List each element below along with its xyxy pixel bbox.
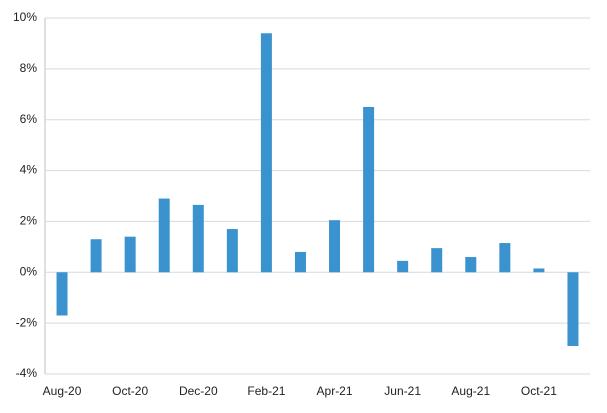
y-tick-label: -2% [16, 315, 38, 329]
y-tick-label: 8% [20, 61, 38, 75]
bar [226, 229, 238, 273]
bar [56, 272, 68, 316]
x-tick-label: Jun-21 [384, 384, 421, 398]
y-tick-label: -4% [16, 366, 38, 380]
x-tick-label: Dec-20 [179, 384, 218, 398]
bar [465, 257, 477, 273]
bar [124, 236, 136, 273]
y-tick-label: 10% [13, 10, 37, 24]
bar [567, 272, 579, 347]
bar [329, 220, 341, 273]
y-tick-label: 0% [20, 264, 38, 278]
y-tick-label: 2% [20, 214, 38, 228]
x-tick-label: Oct-20 [112, 384, 148, 398]
x-tick-label: Apr-21 [317, 384, 353, 398]
x-tick-label: Feb-21 [247, 384, 285, 398]
x-tick-label: Aug-20 [43, 384, 82, 398]
bar [533, 268, 545, 273]
x-tick-label: Aug-21 [451, 384, 490, 398]
bar [431, 248, 443, 273]
bar [397, 260, 409, 273]
bar [260, 33, 272, 273]
bar [90, 239, 102, 273]
bar [363, 107, 375, 273]
bar [192, 204, 204, 273]
x-tick-label: Oct-21 [521, 384, 557, 398]
bar [499, 243, 511, 273]
bar [158, 198, 170, 273]
bar [294, 251, 306, 273]
y-tick-label: 6% [20, 112, 38, 126]
y-tick-label: 4% [20, 163, 38, 177]
